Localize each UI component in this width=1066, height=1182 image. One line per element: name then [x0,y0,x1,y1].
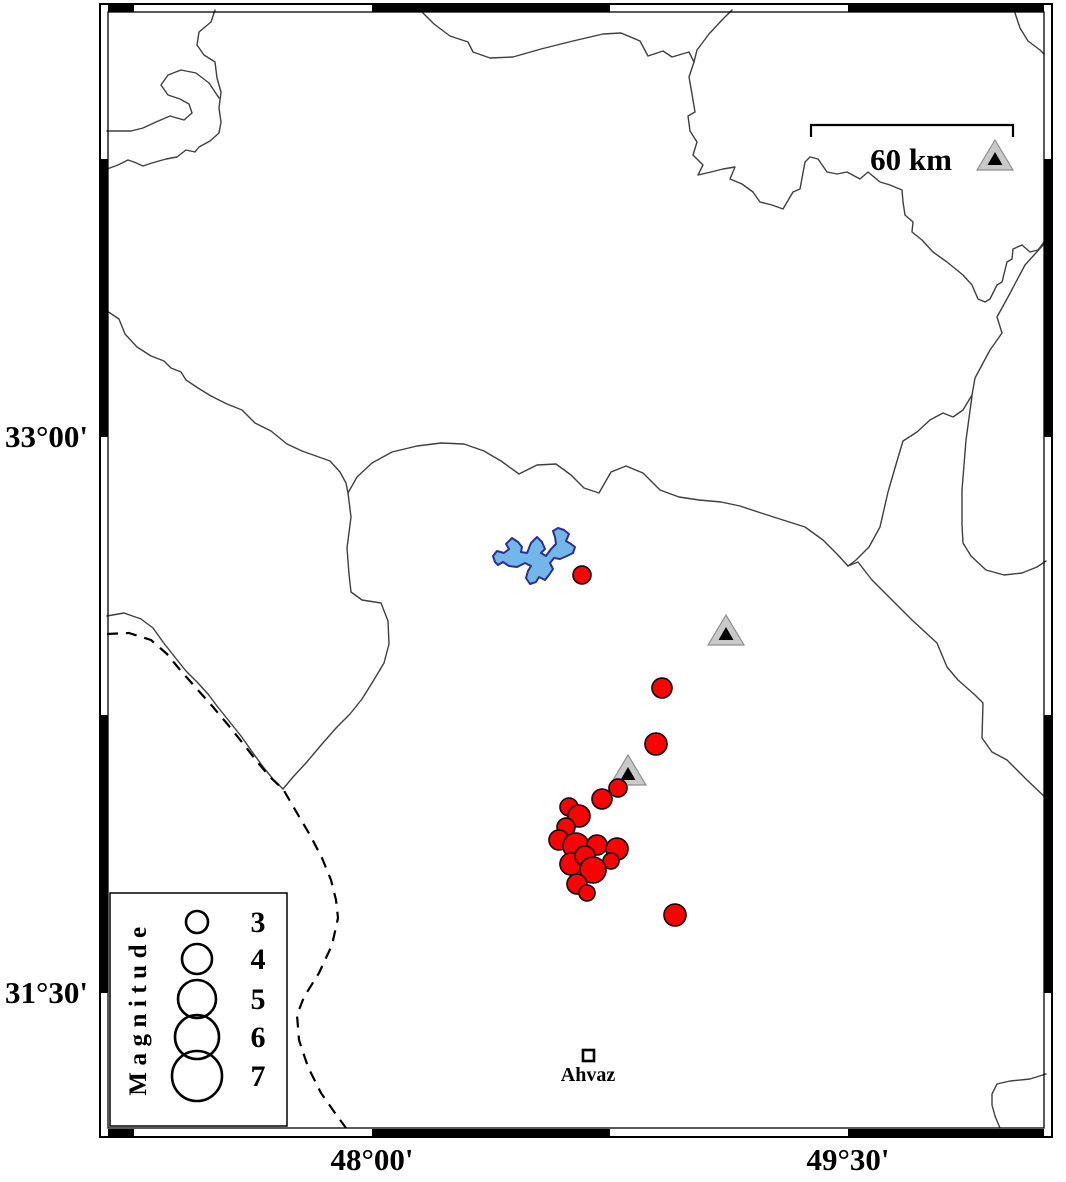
boundary-middle-ew [347,442,849,567]
legend-circle [184,909,210,935]
boundary-nw-1 [106,9,222,170]
station-triangle-inner [987,152,1003,165]
scale-bar-bracket [809,123,1015,137]
latitude-label: 33°00' [5,419,88,454]
legend-circle [170,1049,224,1103]
boundary-lines [106,9,1049,1129]
frame-segment-top [848,4,1044,12]
city-marker [581,1048,596,1063]
boundary-west [106,310,349,494]
river-east-branch [961,395,1047,576]
corner-line-se [991,1073,1047,1129]
axis-labels-bottom: 48°00' 49°30' [330,1142,889,1177]
frame-segment-top [108,4,134,12]
city-label: Ahvaz [561,1064,616,1086]
legend-value: 3 [251,906,266,939]
longitude-label: 48°00' [330,1142,413,1177]
legend-value: 6 [251,1021,266,1054]
legend-circle [176,978,218,1020]
frame-segment-left [100,715,108,993]
stations-group [608,138,1015,786]
earthquake-marker [651,677,673,699]
earthquake-marker [663,903,687,927]
scale-bar-label: 60 km [870,142,952,177]
corner-line-ne [1014,12,1045,55]
station-triangle-inner [620,767,636,780]
boundary-nw-peninsula [106,69,220,132]
longitude-label: 49°30' [806,1142,889,1177]
frame-black-segments [100,4,1052,1137]
scale-bar: 60 km [809,123,1015,177]
frame-segment-bottom [848,1129,1044,1137]
earthquake-marker [591,788,613,810]
frame-segment-left [100,159,108,437]
frame-segment-right [1044,159,1052,437]
axis-labels-left: 33°00' 31°30' [5,419,88,1010]
legend-entries: 3 4 5 6 7 [170,906,266,1103]
earthquake-marker [644,732,668,756]
earthquake-marker [579,856,607,884]
border-river-companion [106,612,284,790]
magnitude-legend: Magnitude 3 4 5 6 7 [109,892,288,1127]
legend-circle [173,1013,221,1061]
river-southwest [282,492,390,790]
legend-title: Magnitude [125,920,152,1095]
map-frame [99,3,1053,1138]
legend-value: 5 [251,983,266,1016]
legend-circle [180,942,214,976]
frame-segment-bottom [372,1129,610,1137]
earthquake-marker [572,565,592,585]
frame-outer [99,3,1053,1138]
frame-inner [107,11,1045,1129]
earthquakes-group [548,565,687,927]
latitude-label: 31°30' [5,975,88,1010]
frame-segment-right [1044,715,1052,993]
river-southeast [847,561,1049,801]
city-ahvaz: Ahvaz [561,1048,616,1086]
boundary-north [421,11,695,63]
international-border-dashed [106,631,347,1129]
station-triangle-inner [718,627,734,640]
legend-value: 4 [251,943,266,976]
earthquake-marker [578,884,596,902]
river-east [847,243,1045,567]
earthquake-marker [608,778,628,798]
boundary-northeast [687,9,1045,303]
frame-segment-bottom [108,1129,134,1137]
legend-value: 7 [251,1060,266,1093]
lake-shape [492,527,576,585]
frame-segment-top [372,4,610,12]
